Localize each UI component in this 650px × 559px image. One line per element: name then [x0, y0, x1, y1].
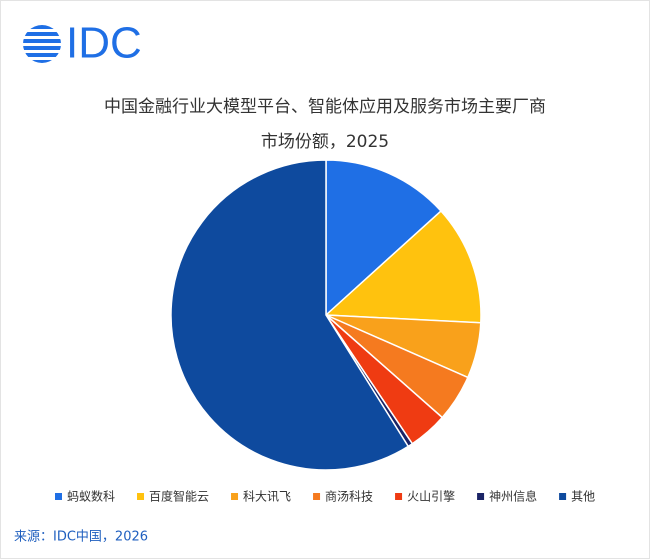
pie: [170, 159, 482, 471]
legend-swatch: [137, 493, 145, 500]
chart-title: 市场份额，2025: [261, 132, 389, 152]
legend-swatch: [395, 493, 403, 500]
legend-swatch: [477, 493, 485, 500]
chart-title: 中国金融行业大模型平台、智能体应用及服务市场主要厂商: [104, 97, 546, 117]
logo-icon: [23, 25, 61, 63]
legend-swatch: [559, 493, 567, 500]
legend-swatch: [231, 493, 239, 500]
legend-label: 百度智能云: [149, 489, 209, 504]
legend-swatch: [313, 493, 321, 500]
legend: 蚂蚁数科 百度智能云 科大讯飞 商汤科技 火山引擎 神州信息 其他: [55, 489, 595, 504]
legend-label: 其他: [571, 490, 595, 504]
legend-label: 神州信息: [489, 489, 537, 504]
pie-slice: [324, 209, 482, 324]
logo-text: IDC: [66, 19, 142, 68]
legend-swatch: [55, 493, 62, 500]
legend-label: 科大讯飞: [243, 490, 291, 504]
pie-slice: [170, 159, 410, 471]
legend-label: 商汤科技: [325, 489, 373, 504]
source-note: 来源：IDC中国，2026: [14, 530, 148, 545]
pie-slice: [325, 159, 443, 317]
legend-label: 蚂蚁数科: [67, 489, 115, 504]
legend-label: 火山引擎: [407, 489, 455, 504]
